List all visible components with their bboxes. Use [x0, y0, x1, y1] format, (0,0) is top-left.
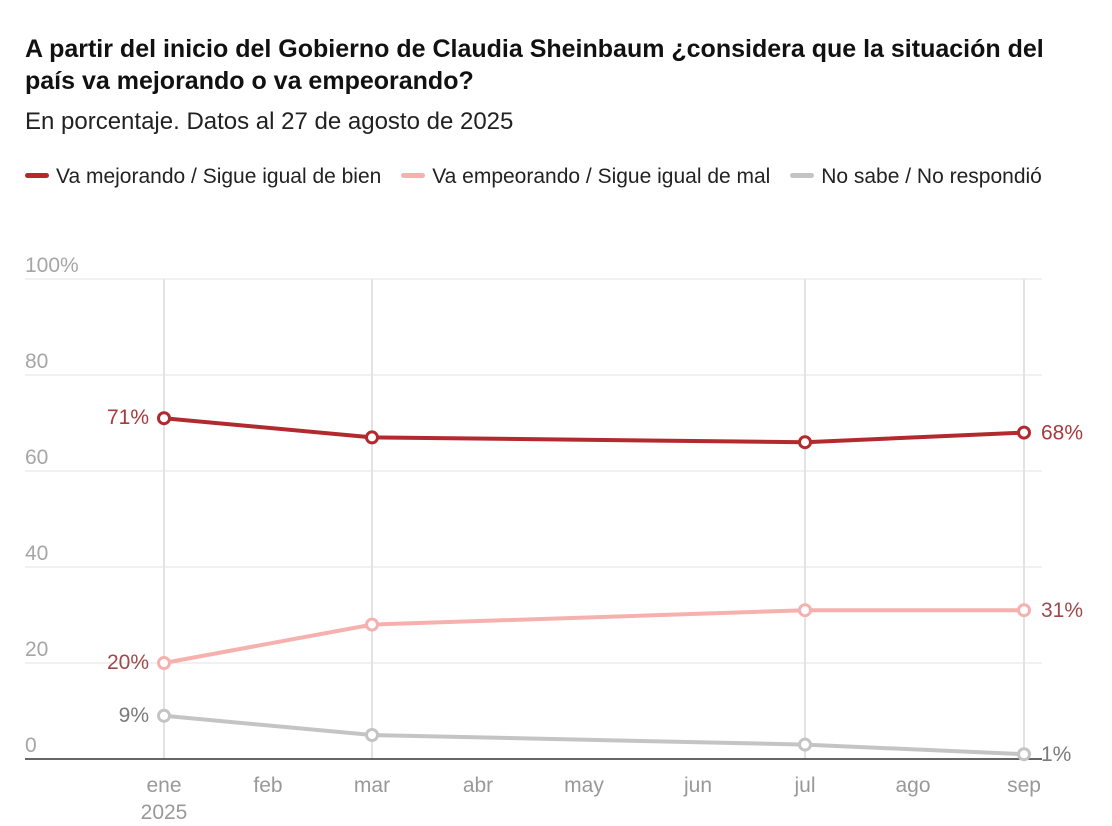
- data-label-first: 9%: [119, 704, 149, 727]
- data-point: [365, 617, 379, 632]
- data-label-first: 71%: [107, 406, 149, 429]
- series-line: [162, 713, 1026, 757]
- legend-label-no-sabe: No sabe / No respondió: [821, 165, 1042, 188]
- x-tick-label: ene: [146, 774, 181, 797]
- y-tick-label: 100%: [25, 254, 79, 277]
- legend-swatch-no-sabe: [790, 172, 815, 178]
- data-point: [1017, 747, 1031, 762]
- data-label-last: 1%: [1041, 743, 1071, 766]
- series-line: [162, 608, 1026, 665]
- y-tick-label: 20: [25, 638, 48, 661]
- legend-item-empeorando: Va empeorando / Sigue igual de mal: [401, 165, 776, 188]
- x-tick-year-label: 2025: [141, 801, 188, 824]
- data-point: [798, 603, 812, 618]
- x-tick-label: may: [564, 774, 604, 797]
- chart-subtitle: En porcentaje. Datos al 27 de agosto de …: [25, 108, 514, 135]
- legend-item-no-sabe: No sabe / No respondió: [790, 165, 1042, 188]
- y-tick-label: 80: [25, 350, 48, 373]
- data-label-last: 31%: [1041, 599, 1083, 622]
- chart-title: A partir del inicio del Gobierno de Clau…: [25, 35, 1044, 95]
- x-tick-label: abr: [463, 774, 493, 797]
- legend-label-empeorando: Va empeorando / Sigue igual de mal: [432, 165, 771, 188]
- legend-swatch-mejorando: [25, 172, 49, 178]
- x-tick-label: ago: [895, 774, 930, 797]
- x-tick-label: jul: [793, 774, 815, 797]
- data-label-last: 68%: [1041, 422, 1083, 445]
- data-point: [1017, 603, 1031, 618]
- y-tick-label: 40: [25, 542, 48, 565]
- legend-label-mejorando: Va mejorando / Sigue igual de bien: [56, 165, 382, 188]
- data-point: [1017, 425, 1031, 440]
- data-point: [157, 708, 171, 723]
- data-point: [157, 656, 171, 670]
- x-tick-label: jun: [683, 774, 712, 797]
- series-line: [162, 416, 1026, 445]
- data-label-first: 20%: [107, 651, 149, 674]
- legend-swatch-empeorando: [401, 172, 426, 178]
- data-point: [365, 430, 379, 445]
- x-tick-label: feb: [253, 774, 282, 797]
- data-point: [157, 411, 171, 426]
- data-point: [798, 737, 812, 752]
- legend-item-mejorando: Va mejorando / Sigue igual de bien: [25, 165, 387, 188]
- x-tick-label: mar: [354, 774, 390, 797]
- legend: Va mejorando / Sigue igual de bien Va em…: [25, 158, 1065, 196]
- y-tick-label: 0: [25, 734, 37, 757]
- x-tick-label: sep: [1007, 774, 1041, 797]
- data-point: [798, 435, 812, 450]
- data-point: [365, 728, 379, 742]
- y-tick-label: 60: [25, 446, 48, 469]
